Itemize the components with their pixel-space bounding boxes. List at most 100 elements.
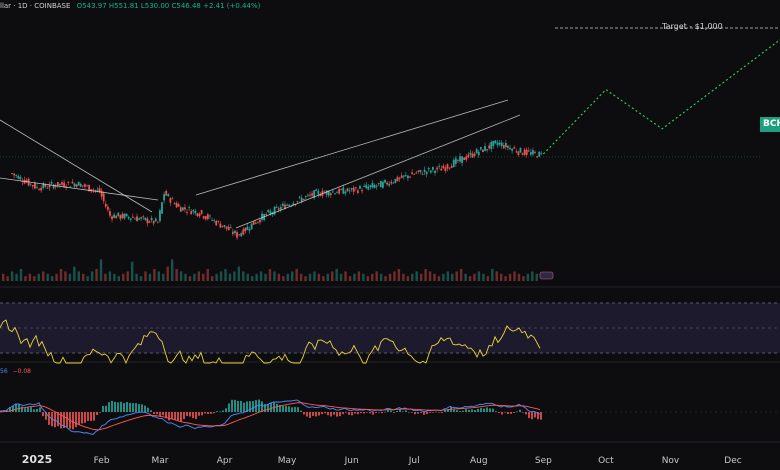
candle-body [236,231,238,238]
macd-hist-bar [408,412,410,413]
candle-body [115,215,118,219]
candle-body [525,149,528,155]
macd-hist-bar [348,412,350,415]
candle-body [198,213,201,217]
candle-body [173,203,176,205]
macd-hist-bar [330,412,332,417]
macd-hist-bar [126,401,128,412]
volume-bar [517,273,521,281]
volume-bar [157,271,161,281]
macd-hist-bar [171,412,173,419]
candle-body [129,218,132,220]
macd-hist-bar [201,412,203,416]
macd-hist-bar [141,404,143,412]
macd-hist-bar [66,412,68,428]
macd-hist-bar [318,412,320,416]
volume-bar [122,273,125,281]
macd-hist-bar [291,407,293,412]
volume-bar [215,273,218,281]
candle-body [248,229,251,231]
candle-body [413,174,416,175]
macd-hist-bar [285,405,287,412]
macd-hist-bar [327,412,329,416]
symbol-title[interactable]: llar · 1D · COINBASE [0,2,71,10]
candle-body [529,152,532,155]
candle-body [142,216,145,218]
volume-bar [295,269,298,281]
x-tick-label: Feb [94,456,110,466]
candle-body [388,183,391,186]
macd-hist-bar [435,411,437,413]
volume-bar [73,266,76,281]
candle-body [277,208,280,210]
candle-body [188,207,191,209]
volume-bar [384,276,387,281]
macd-hist-bar [36,408,38,412]
candle-body [219,223,222,228]
macd-hist-bar [522,412,524,413]
volume-bar [33,276,36,281]
macd-hist-bar [489,408,491,412]
macd-hist-bar [264,404,266,412]
candle-body [269,211,272,215]
candle-body [134,218,136,220]
volume-bar [15,273,18,281]
volume-bar [206,269,209,281]
macd-hist-bar [345,412,347,413]
candle-body [231,231,234,234]
candle-body [136,216,138,222]
candle-body [123,213,126,219]
volume-bar [366,276,369,281]
symbol-header: llar · 1D · COINBASE O543.97 H551.81 L53… [0,2,260,10]
candle-body [261,213,263,220]
candle-body [156,221,159,223]
candle-body [306,194,309,196]
macd-hist-bar [12,405,14,412]
candle-body [200,210,203,214]
volume-bar [464,273,467,281]
macd-hist-bar [42,412,44,417]
candle-body [159,210,161,222]
macd-hist-bar [303,412,305,415]
volume-bar [117,276,121,281]
macd-hist-bar [528,412,530,419]
candle-body [275,206,278,208]
candle-body [421,173,424,175]
candle-body [436,167,438,170]
candle-body [459,156,461,162]
candle-body [221,225,224,227]
volume-bar [477,271,481,281]
volume-bar [482,273,485,281]
volume-bar [339,273,343,281]
macd-hist-bar [117,402,119,412]
candle-body [102,193,105,201]
macd-hist-bar [231,399,233,412]
macd-hist-bar [474,410,476,412]
candle-body [161,202,163,214]
candle-body [396,177,399,181]
candle-body [496,142,499,146]
volume-bar [6,276,9,281]
macd-hist-bar [240,400,242,412]
volume-bar [331,271,334,281]
candle-body [29,183,32,185]
rsi-line [0,319,541,365]
candle-body [184,207,186,210]
macd-hist-bar [498,412,500,414]
candle-body [215,220,218,226]
volume-bar [531,271,534,281]
macd-hist-bar [48,412,50,425]
candle-body [288,204,291,206]
volume-bar [55,273,58,281]
candle-body [71,181,74,184]
candle-body [500,142,503,147]
volume-bar [228,273,232,281]
volume-bar [10,271,14,281]
macd-hist-bar [57,412,59,427]
macd-hist-bar [129,402,131,412]
candle-body [390,181,393,184]
macd-hist-bar [411,412,413,413]
candle-body [375,185,378,187]
candle-body [384,179,386,183]
